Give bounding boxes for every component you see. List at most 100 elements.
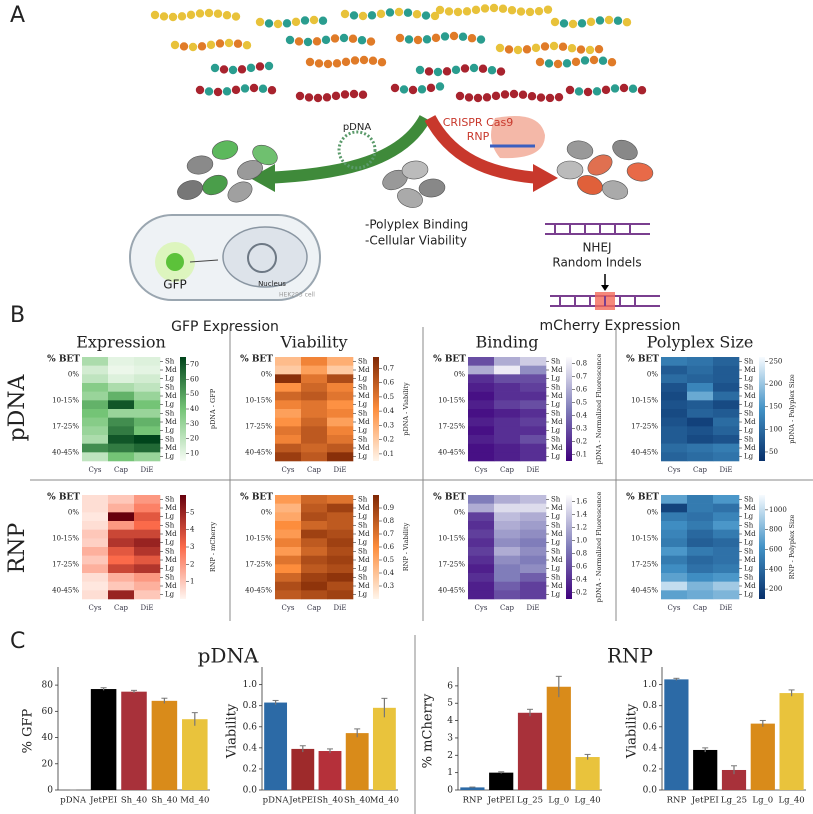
heatmap-cell xyxy=(468,391,495,401)
cell xyxy=(177,180,203,200)
heatmap-cell xyxy=(301,581,328,591)
heatmap-cell xyxy=(520,495,547,504)
x-tick-label: Lg_25 xyxy=(721,796,747,806)
heatmap-cell xyxy=(494,547,521,556)
polymer-bead xyxy=(303,37,313,47)
heatmap-cell xyxy=(661,555,688,565)
heatmap-cell xyxy=(494,435,521,444)
x-tick-label: Lg_0 xyxy=(548,796,569,806)
heatmap-cell xyxy=(134,417,161,427)
heatmap-cell xyxy=(661,383,688,392)
heatmap-cell xyxy=(494,512,521,522)
group-label: 17-25% xyxy=(438,422,465,430)
heatmap-cell xyxy=(687,573,714,582)
heatmap-cell xyxy=(468,435,495,444)
polymer-bead xyxy=(285,35,295,45)
heatmap-title: Expression xyxy=(76,333,166,352)
heatmap-cell xyxy=(661,564,688,574)
colorbar-tick-label: 400 xyxy=(769,565,782,573)
polymer-bead xyxy=(213,87,223,97)
polymer-bead xyxy=(628,84,638,93)
polymer-bead xyxy=(340,9,350,19)
heatmap-cell xyxy=(108,417,135,427)
column-label: Cys xyxy=(668,604,681,612)
heatmap-cell xyxy=(494,529,521,539)
heatmap-cell xyxy=(520,426,547,436)
bar xyxy=(575,757,600,790)
column-label: Cap xyxy=(307,604,322,612)
heatmap-cell xyxy=(494,409,521,418)
heatmap-cell xyxy=(327,555,354,565)
colorbar xyxy=(373,495,379,599)
row-label: Md xyxy=(551,582,563,590)
heatmap-cell xyxy=(713,521,740,530)
cell xyxy=(227,181,253,203)
heatmap-cell xyxy=(134,573,161,582)
heatmap-cell xyxy=(108,374,135,384)
colorbar-tick-label: 10 xyxy=(190,450,199,458)
heatmap-cell xyxy=(134,400,161,410)
heatmap-cell xyxy=(108,547,135,556)
polymer-bead xyxy=(585,45,595,55)
row-label: Sh xyxy=(744,435,754,443)
polymer-bead xyxy=(404,35,414,44)
group-label: 10-15% xyxy=(245,534,272,542)
colorbar-label: pDNA - Polyplex Size xyxy=(788,374,796,444)
colorbar-tick-label: 0.6 xyxy=(383,379,395,387)
colorbar-label: pDNA - GFP xyxy=(209,388,217,429)
heatmap-cell xyxy=(301,374,328,384)
y-tick-label: 0.2 xyxy=(643,764,657,774)
x-tick-label: Lg_25 xyxy=(517,796,543,806)
colorbar-tick-label: 4 xyxy=(190,526,195,534)
polymer-bead xyxy=(549,41,559,51)
heatmap-cell xyxy=(108,443,135,453)
heatmap-title: Binding xyxy=(475,333,538,352)
polymer-bead xyxy=(332,59,342,68)
heatmap-cell xyxy=(494,555,521,565)
polymer-bead xyxy=(535,57,545,67)
heatmap-cell xyxy=(520,555,547,565)
green-arrow xyxy=(264,114,431,184)
polymer-bead xyxy=(583,87,593,97)
row-label: Lg xyxy=(551,591,561,599)
heatmap-cell xyxy=(494,581,521,591)
nucleus-shape xyxy=(222,226,308,288)
row-label: Lg xyxy=(744,513,754,521)
group-label: 40-45% xyxy=(52,586,79,594)
polymer-bead xyxy=(598,56,608,65)
colorbar-tick-label: 0.6 xyxy=(383,543,395,551)
heatmap-cell xyxy=(108,573,135,582)
row-label: Sh xyxy=(744,383,754,391)
row-label: Lg xyxy=(744,453,754,461)
panel-label: C xyxy=(10,629,25,654)
bar xyxy=(291,748,315,790)
y-tick-label: 0.8 xyxy=(243,701,258,711)
polymer-bead xyxy=(305,57,315,67)
heatmap-cell xyxy=(134,443,161,453)
heatmap-cell xyxy=(468,417,495,427)
polymer-bead xyxy=(168,12,178,22)
cell xyxy=(211,140,239,160)
heatmap-cell xyxy=(108,400,135,410)
heatmap-cell xyxy=(713,547,740,556)
polymer-bead xyxy=(282,19,292,28)
heatmap-cell xyxy=(468,503,495,513)
row-label: Lg xyxy=(744,591,754,599)
colorbar-tick-label: 0.2 xyxy=(576,589,587,597)
row-label: Lg xyxy=(165,401,175,409)
polymer-bead xyxy=(255,62,265,71)
bet-label: % BET xyxy=(240,355,273,365)
colorbar-tick-label: 0.2 xyxy=(576,438,587,446)
heatmap-cell xyxy=(520,547,547,556)
heatmap-cell xyxy=(275,400,302,410)
row-label: Sh xyxy=(744,547,754,555)
polymer-bead xyxy=(442,67,452,76)
heatmap-cell xyxy=(327,417,354,427)
heatmap-cell xyxy=(301,555,328,565)
row-label: Md xyxy=(358,366,370,374)
polymer-bead xyxy=(159,12,169,21)
polymer-bead xyxy=(295,91,305,101)
y-tick-label: 40 xyxy=(42,733,54,743)
row-label: Lg xyxy=(165,427,175,435)
colorbar-label: pDNA - Normalized Fluorescence xyxy=(595,354,603,465)
